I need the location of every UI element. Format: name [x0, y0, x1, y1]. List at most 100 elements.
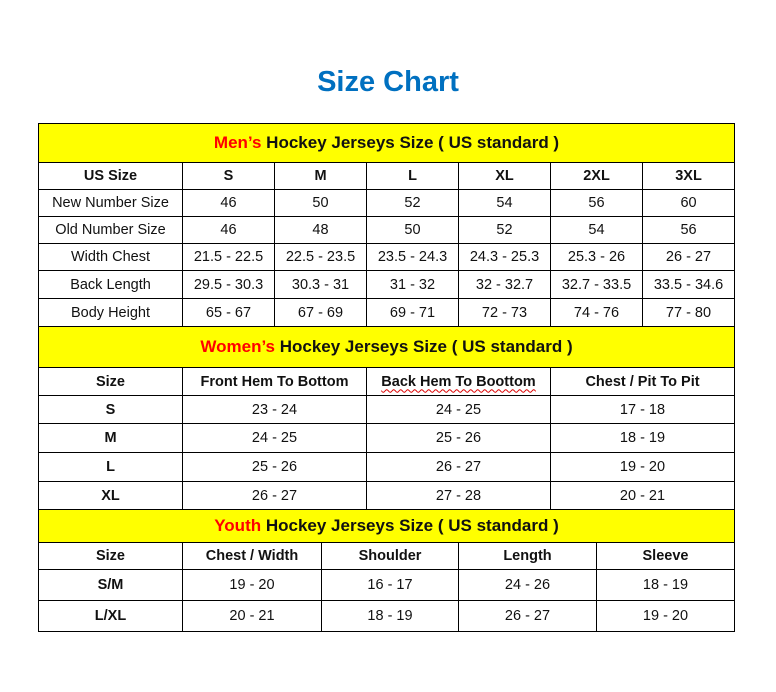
table-row: Back Length 29.5 - 30.3 30.3 - 31 31 - 32 32…: [38, 270, 736, 299]
row-label: New Number Size: [38, 189, 183, 217]
table-cell: 25 - 26: [366, 423, 551, 453]
table-cell: 46: [182, 216, 275, 244]
table-cell: 50: [366, 216, 459, 244]
table-cell: 52: [458, 216, 551, 244]
table-cell: 48: [274, 216, 367, 244]
column-header-label: Sleeve: [642, 548, 689, 564]
column-header-label: 2XL: [583, 168, 610, 184]
table-cell: 77 - 80: [641, 298, 736, 327]
table-cell: 19 - 20: [182, 569, 322, 601]
womens-header-highlight: Women’s: [200, 337, 275, 356]
table-cell: 65 - 67: [182, 298, 275, 327]
column-header: Back Hem To Boottom: [366, 367, 551, 396]
column-header-label: Length: [503, 548, 552, 564]
table-row: Width Chest 21.5 - 22.5 22.5 - 23.5 23.5 - …: [38, 243, 736, 271]
column-header-label: 3XL: [675, 168, 702, 184]
table-row: L 25 - 26 26 - 27 19 - 20: [38, 452, 736, 482]
column-header-label: Size: [95, 548, 125, 564]
table-cell: 54: [550, 216, 643, 244]
table-row: XL 26 - 27 27 - 28 20 - 21: [38, 481, 736, 510]
womens-section-header: Women’s Hockey Jerseys Size ( US standar…: [37, 326, 736, 368]
column-header: 2XL: [550, 162, 643, 190]
table-cell: 56: [641, 216, 736, 244]
column-header-label: Shoulder: [358, 548, 422, 564]
table-cell: 69 - 71: [366, 298, 459, 327]
table-cell: 24.3 - 25.3: [458, 243, 551, 271]
column-header-label: L: [408, 168, 417, 184]
column-header-label: US Size: [83, 168, 138, 184]
table-cell: 21.5 - 22.5: [182, 243, 275, 271]
table-cell: 22.5 - 23.5: [274, 243, 367, 271]
table-cell: 60: [641, 189, 736, 217]
column-header-label: Chest / Pit To Pit: [585, 373, 700, 390]
row-label: Back Length: [38, 270, 183, 299]
womens-header-text: Hockey Jerseys Size ( US standard ): [275, 337, 573, 356]
table-row: Old Number Size 46 48 50 52 54 56: [38, 216, 736, 244]
table-cell: 26 - 27: [641, 243, 736, 271]
row-label: Body Height: [38, 298, 183, 327]
column-header-label: Back Hem To Boottom: [381, 373, 536, 390]
column-header: Size: [38, 367, 183, 396]
row-label: M: [38, 423, 183, 453]
table-cell: 32.7 - 33.5: [550, 270, 643, 299]
column-header: Chest / Pit To Pit: [549, 367, 736, 396]
column-header-label: M: [314, 168, 327, 184]
table-cell: 26 - 27: [182, 481, 367, 510]
mens-column-headers: US Size S M L XL 2XL 3XL: [38, 162, 736, 190]
table-row: S 23 - 24 24 - 25 17 - 18: [38, 395, 736, 424]
column-header-label: XL: [495, 168, 514, 184]
table-cell: 23 - 24: [182, 395, 367, 424]
column-header: S: [182, 162, 275, 190]
table-cell: 46: [182, 189, 275, 217]
table-cell: 26 - 27: [458, 600, 597, 632]
table-cell: 17 - 18: [549, 395, 736, 424]
row-label: S/M: [38, 569, 183, 601]
column-header-label: S: [223, 168, 234, 184]
column-header: 3XL: [641, 162, 736, 190]
table-cell: 25 - 26: [182, 452, 367, 482]
table-cell: 18 - 19: [596, 569, 735, 601]
table-cell: 20 - 21: [549, 481, 736, 510]
row-label: L/XL: [38, 600, 183, 632]
youth-size-table: Youth Hockey Jerseys Size ( US standard …: [38, 509, 735, 632]
table-row: L/XL 20 - 21 18 - 19 26 - 27 19 - 20: [38, 600, 735, 632]
table-cell: 16 - 17: [321, 569, 459, 601]
youth-header-text: Hockey Jerseys Size ( US standard ): [261, 516, 559, 535]
column-header: Length: [458, 542, 597, 570]
table-cell: 74 - 76: [550, 298, 643, 327]
column-header: Size: [38, 542, 183, 570]
table-cell: 52: [366, 189, 459, 217]
table-cell: 18 - 19: [549, 423, 736, 453]
table-cell: 72 - 73: [458, 298, 551, 327]
youth-header-highlight: Youth: [214, 516, 262, 535]
column-header: US Size: [38, 162, 183, 190]
table-cell: 54: [458, 189, 551, 217]
column-header: Chest / Width: [182, 542, 322, 570]
mens-section-header: Men’s Hockey Jerseys Size ( US standard …: [37, 123, 736, 163]
table-cell: 56: [550, 189, 643, 217]
table-cell: 18 - 19: [321, 600, 459, 632]
table-cell: 27 - 28: [366, 481, 551, 510]
column-header-label: Chest / Width: [205, 548, 299, 564]
table-cell: 30.3 - 31: [274, 270, 367, 299]
row-label: S: [38, 395, 183, 424]
womens-size-table: Women’s Hockey Jerseys Size ( US standar…: [37, 326, 736, 510]
column-header: Shoulder: [321, 542, 459, 570]
column-header: Front Hem To Bottom: [182, 367, 367, 396]
column-header: Sleeve: [596, 542, 735, 570]
table-cell: 19 - 20: [596, 600, 735, 632]
table-row: Body Height 65 - 67 67 - 69 69 - 71 72 - 73 7…: [38, 298, 736, 327]
table-cell: 23.5 - 24.3: [366, 243, 459, 271]
page-title: Size Chart: [317, 66, 459, 98]
mens-header-text: Hockey Jerseys Size ( US standard ): [261, 133, 560, 152]
column-header: XL: [458, 162, 551, 190]
table-row: New Number Size 46 50 52 54 56 60: [38, 189, 736, 217]
table-cell: 24 - 25: [182, 423, 367, 453]
table-row: M 24 - 25 25 - 26 18 - 19: [38, 423, 736, 453]
table-cell: 24 - 25: [366, 395, 551, 424]
womens-column-headers: Size Front Hem To Bottom Back Hem To Boott…: [38, 367, 736, 396]
column-header-label: Size: [95, 373, 125, 390]
row-label: L: [38, 452, 183, 482]
table-cell: 24 - 26: [458, 569, 597, 601]
youth-section-header: Youth Hockey Jerseys Size ( US standard …: [38, 509, 735, 543]
